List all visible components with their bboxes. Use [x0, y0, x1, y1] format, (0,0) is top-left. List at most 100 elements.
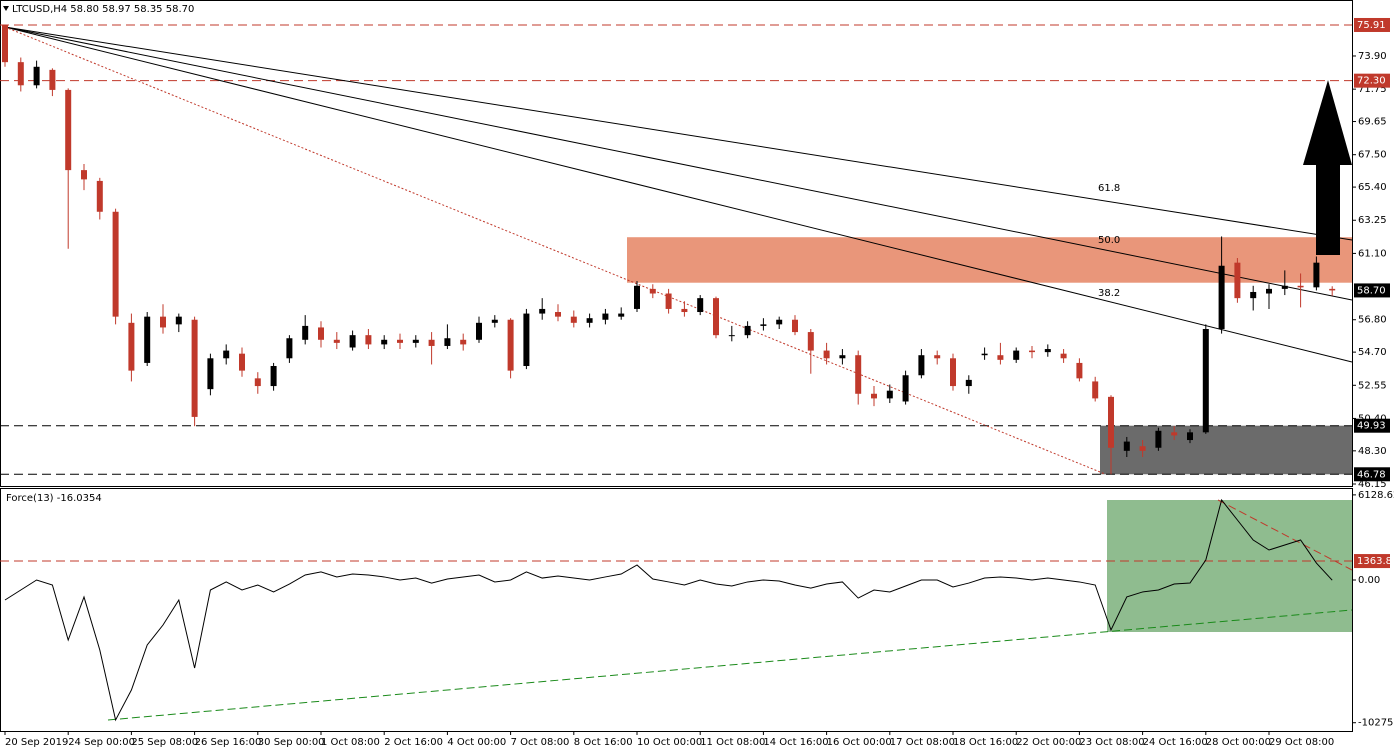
x-tick-label: 26 Sep 16:00: [195, 737, 262, 748]
candle-body: [713, 298, 719, 336]
candle-body: [33, 66, 40, 86]
zone: [1107, 500, 1352, 632]
fan-line: [4, 26, 1353, 241]
candle-body: [1092, 381, 1099, 399]
zone: [1100, 425, 1352, 475]
candle-body: [539, 308, 546, 314]
level-label: 75.91: [1357, 20, 1386, 31]
candle-body: [1250, 291, 1257, 299]
candle-body: [997, 355, 1004, 360]
candle-body: [270, 366, 277, 387]
candle-body: [175, 316, 182, 325]
x-tick-label: 30 Sep 00:00: [258, 737, 325, 748]
candle-body: [1187, 432, 1193, 441]
candle-body: [49, 69, 56, 90]
x-tick-label: 24 Oct 16:00: [1143, 737, 1208, 748]
candle-body: [1155, 430, 1162, 448]
candle-body: [1139, 446, 1146, 451]
candle-body: [1044, 349, 1051, 353]
x-tick-label: 14 Oct 16:00: [763, 737, 828, 748]
level-label-box: [1354, 283, 1390, 298]
x-tick-label: 29 Oct 08:00: [1269, 737, 1334, 748]
candle-body: [460, 339, 467, 345]
support-line: [107, 609, 1353, 721]
level-label-box: [1354, 554, 1390, 569]
candle-body: [681, 308, 688, 313]
candle-body: [318, 327, 324, 340]
candle-body: [1123, 441, 1130, 451]
candle-body: [981, 353, 988, 356]
x-tick-label: 25 Sep 08:00: [131, 737, 198, 748]
x-tick-label: 10 Oct 00:00: [637, 737, 702, 748]
x-tick-label: 1 Oct 08:00: [321, 737, 380, 748]
x-tick-label: 24 Sep 00:00: [68, 737, 135, 748]
x-tick-label: 20 Sep 2019: [5, 737, 68, 748]
level-label: 58.70: [1357, 285, 1386, 296]
y-tick-label: 54.70: [1358, 347, 1387, 358]
candle-body: [523, 313, 530, 367]
candle-body: [950, 358, 956, 387]
candle-body: [2, 25, 8, 63]
candle-body: [1234, 262, 1241, 299]
candle-body: [1060, 353, 1067, 359]
candle-body: [555, 312, 561, 317]
level-label: 46.78: [1357, 469, 1386, 480]
trend-line: [4, 26, 1106, 475]
fib-label: 61.8: [1098, 183, 1120, 194]
candle-body: [728, 335, 735, 337]
level-label-box: [1354, 418, 1390, 433]
candle-body: [302, 325, 309, 340]
candle-body: [839, 355, 846, 359]
candle-body: [81, 170, 87, 180]
candle-body: [491, 319, 498, 323]
x-tick-label: 4 Oct 00:00: [447, 737, 506, 748]
candle-body: [223, 350, 230, 359]
candle-body: [286, 338, 293, 359]
force-panel-frame: [0, 488, 1353, 732]
candle-body: [934, 355, 941, 359]
candle-body: [1329, 288, 1336, 291]
target-arrow: [1303, 80, 1352, 255]
candle-body: [602, 313, 609, 320]
candle-body: [1108, 396, 1114, 448]
candle-body: [397, 339, 403, 343]
y-tick-label: -10275.9: [1358, 718, 1394, 729]
candle-body: [649, 288, 656, 294]
menu-triangle: [3, 6, 9, 11]
candle-body: [254, 378, 261, 387]
x-tick-label: 7 Oct 08:00: [511, 737, 570, 748]
candle-body: [476, 322, 482, 340]
x-tick-label: 8 Oct 16:00: [574, 737, 633, 748]
x-tick-label: 28 Oct 00:00: [1206, 737, 1271, 748]
candle-body: [17, 62, 24, 86]
chart-title: LTCUSD,H4 58.80 58.97 58.35 58.70: [12, 4, 194, 15]
candle-body: [697, 298, 704, 313]
candle-body: [1313, 262, 1320, 288]
candle-body: [144, 316, 151, 363]
candle-body: [618, 313, 625, 317]
candle-body: [160, 316, 166, 328]
zone: [627, 237, 1352, 283]
y-tick-label: 0.00: [1358, 575, 1380, 586]
candle-body: [665, 293, 672, 309]
level-label: 49.93: [1357, 421, 1386, 432]
x-tick-label: 11 Oct 08:00: [700, 737, 765, 748]
candle-body: [96, 180, 103, 212]
candle-body: [918, 355, 925, 376]
force-line: [4, 498, 1333, 722]
candle-body: [792, 319, 798, 333]
y-tick-label: 48.30: [1358, 446, 1387, 457]
candle-body: [381, 339, 388, 345]
candle-body: [634, 285, 640, 309]
level-label-box: [1354, 467, 1390, 482]
candle-body: [855, 355, 862, 394]
candle-body: [1297, 285, 1304, 288]
candle-body: [871, 393, 877, 399]
level-label: 1363.81: [1357, 556, 1394, 567]
candle-body: [1281, 285, 1288, 289]
candle-body: [586, 318, 593, 323]
candle-body: [1266, 288, 1272, 294]
y-tick-label: 46.15: [1358, 479, 1387, 490]
